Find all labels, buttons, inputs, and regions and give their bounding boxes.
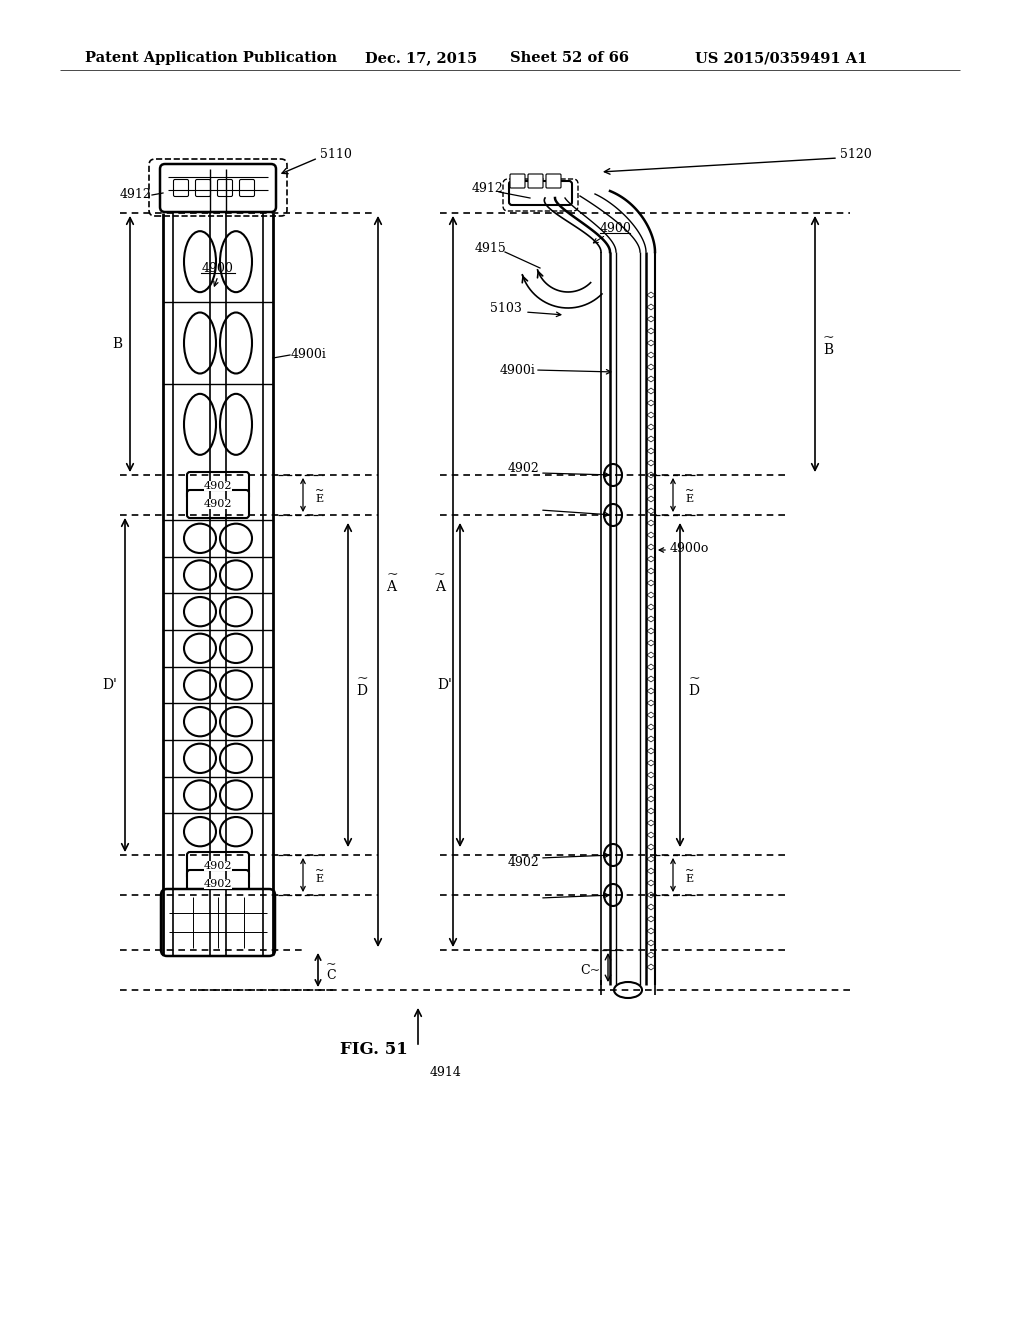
- Text: ~
D: ~ D: [356, 672, 368, 698]
- Ellipse shape: [184, 708, 216, 737]
- FancyBboxPatch shape: [187, 490, 249, 517]
- FancyBboxPatch shape: [187, 473, 249, 500]
- Ellipse shape: [184, 313, 216, 374]
- Ellipse shape: [604, 884, 622, 906]
- Ellipse shape: [184, 393, 216, 455]
- FancyBboxPatch shape: [528, 174, 543, 187]
- Ellipse shape: [220, 560, 252, 590]
- Ellipse shape: [184, 780, 216, 809]
- Text: 4902: 4902: [204, 480, 232, 491]
- FancyBboxPatch shape: [510, 174, 525, 187]
- Text: 4900: 4900: [600, 222, 632, 235]
- Text: ~
D: ~ D: [688, 672, 699, 698]
- Text: ~
B: ~ B: [823, 331, 835, 356]
- FancyBboxPatch shape: [187, 851, 249, 880]
- Text: FIG. 51: FIG. 51: [340, 1041, 408, 1059]
- FancyBboxPatch shape: [217, 180, 232, 197]
- Text: 4902: 4902: [508, 855, 540, 869]
- Text: 4900i: 4900i: [500, 363, 536, 376]
- Ellipse shape: [184, 817, 216, 846]
- Text: 4902: 4902: [204, 879, 232, 888]
- Ellipse shape: [604, 465, 622, 486]
- FancyBboxPatch shape: [196, 180, 211, 197]
- Text: 4902: 4902: [204, 861, 232, 871]
- Text: ~
C: ~ C: [326, 958, 337, 982]
- FancyBboxPatch shape: [173, 180, 188, 197]
- Ellipse shape: [184, 597, 216, 626]
- Ellipse shape: [220, 313, 252, 374]
- Text: 4900i: 4900i: [291, 348, 327, 362]
- Text: ~
E: ~ E: [315, 866, 325, 884]
- Text: B: B: [112, 337, 122, 351]
- Circle shape: [214, 500, 222, 508]
- Text: ~
E: ~ E: [685, 866, 694, 884]
- Ellipse shape: [184, 634, 216, 663]
- Ellipse shape: [184, 560, 216, 590]
- Text: 4915: 4915: [475, 242, 507, 255]
- Text: 5103: 5103: [490, 301, 522, 314]
- Ellipse shape: [220, 597, 252, 626]
- Text: 4900o: 4900o: [670, 541, 710, 554]
- FancyBboxPatch shape: [509, 181, 572, 205]
- Ellipse shape: [184, 524, 216, 553]
- Text: 4902: 4902: [508, 462, 540, 474]
- Ellipse shape: [220, 634, 252, 663]
- Text: ~
A: ~ A: [433, 568, 445, 594]
- Text: US 2015/0359491 A1: US 2015/0359491 A1: [695, 51, 867, 65]
- Ellipse shape: [220, 231, 252, 292]
- Text: C~: C~: [580, 964, 600, 977]
- FancyBboxPatch shape: [161, 888, 275, 956]
- Circle shape: [214, 862, 222, 870]
- Ellipse shape: [184, 671, 216, 700]
- Ellipse shape: [614, 982, 642, 998]
- Text: ~
E: ~ E: [315, 486, 325, 504]
- Ellipse shape: [220, 780, 252, 809]
- Ellipse shape: [220, 671, 252, 700]
- Text: Sheet 52 of 66: Sheet 52 of 66: [510, 51, 629, 65]
- Ellipse shape: [604, 504, 622, 525]
- Ellipse shape: [184, 231, 216, 292]
- Circle shape: [214, 482, 222, 490]
- Text: ~
E: ~ E: [685, 486, 694, 504]
- Ellipse shape: [220, 743, 252, 774]
- FancyBboxPatch shape: [160, 164, 276, 213]
- Text: 5110: 5110: [319, 149, 352, 161]
- Ellipse shape: [220, 708, 252, 737]
- Text: 4912: 4912: [472, 181, 504, 194]
- Text: D': D': [102, 678, 117, 692]
- Text: ~
A: ~ A: [386, 568, 397, 594]
- Text: 4914: 4914: [430, 1065, 462, 1078]
- FancyBboxPatch shape: [546, 174, 561, 187]
- Ellipse shape: [220, 524, 252, 553]
- Text: 4902: 4902: [204, 499, 232, 510]
- Ellipse shape: [220, 393, 252, 455]
- Circle shape: [214, 880, 222, 888]
- Text: Dec. 17, 2015: Dec. 17, 2015: [365, 51, 477, 65]
- Text: 4912: 4912: [120, 189, 152, 202]
- Ellipse shape: [604, 843, 622, 866]
- Text: 4900: 4900: [202, 261, 233, 275]
- Text: Patent Application Publication: Patent Application Publication: [85, 51, 337, 65]
- Ellipse shape: [184, 743, 216, 774]
- FancyBboxPatch shape: [187, 870, 249, 898]
- FancyBboxPatch shape: [240, 180, 255, 197]
- Text: D': D': [437, 678, 452, 692]
- Ellipse shape: [220, 817, 252, 846]
- Text: 5120: 5120: [840, 149, 871, 161]
